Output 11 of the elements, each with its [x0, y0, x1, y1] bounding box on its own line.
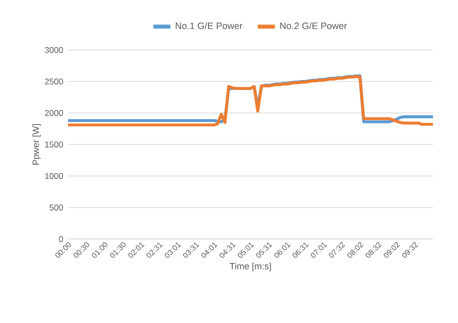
- y-tick-label: 1500: [45, 142, 63, 148]
- x-axis-title: Time [m:s]: [230, 262, 271, 272]
- y-tick-label: 500: [50, 204, 63, 210]
- y-tick-label: 1000: [45, 173, 63, 179]
- legend-label: No.1 G/E Power: [176, 22, 242, 30]
- y-tick-label: 3000: [44, 47, 63, 53]
- legend-label: No.2 G/E Power: [280, 22, 347, 30]
- y-tick-label: 0: [58, 236, 63, 242]
- y-tick-label: 2500: [45, 78, 63, 84]
- y-tick-label: 2000: [45, 110, 63, 116]
- y-axis-title: Ppwer [W]: [32, 124, 41, 165]
